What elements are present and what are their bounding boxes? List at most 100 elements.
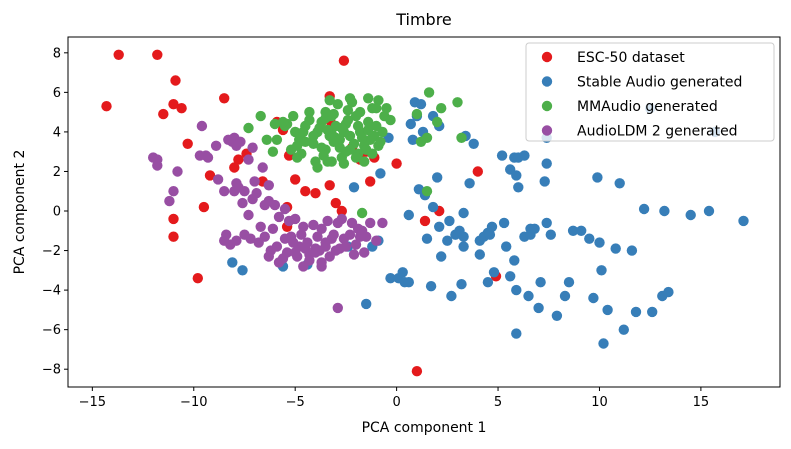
point-1-41 <box>458 207 469 219</box>
point-0-24 <box>300 186 311 197</box>
point-0-25 <box>310 188 321 199</box>
point-3-83 <box>255 221 266 232</box>
legend-marker-1 <box>541 76 553 87</box>
point-2-65 <box>298 126 309 138</box>
point-3-12 <box>219 186 230 197</box>
point-3-68 <box>271 241 283 252</box>
series-1 <box>227 97 749 349</box>
point-2-70 <box>277 116 289 128</box>
point-2-83 <box>385 114 396 126</box>
point-3-42 <box>316 223 327 234</box>
point-2-76 <box>267 146 279 157</box>
point-2-79 <box>344 93 356 104</box>
point-1-27 <box>427 201 439 213</box>
point-1-91 <box>614 178 625 189</box>
point-3-59 <box>377 217 388 229</box>
point-2-69 <box>340 146 352 157</box>
point-1-80 <box>563 277 575 288</box>
point-3-29 <box>269 199 281 211</box>
point-1-97 <box>659 205 670 217</box>
point-2-89 <box>432 116 443 128</box>
point-2-30 <box>363 93 374 104</box>
legend-marker-3 <box>541 125 553 136</box>
point-1-38 <box>456 279 467 290</box>
point-3-51 <box>344 229 356 240</box>
point-1-72 <box>533 302 544 314</box>
point-3-82 <box>273 257 285 268</box>
point-0-27 <box>330 197 341 209</box>
point-2-84 <box>381 103 392 114</box>
x-tick-label: −10 <box>180 395 207 410</box>
point-3-94 <box>302 237 313 248</box>
point-2-59 <box>328 136 339 147</box>
point-3-64 <box>245 233 256 244</box>
point-2-60 <box>350 152 362 163</box>
point-1-87 <box>596 265 607 276</box>
point-2-80 <box>363 124 374 136</box>
point-3-84 <box>247 193 258 205</box>
point-3-57 <box>365 217 376 229</box>
point-0-41 <box>472 166 483 177</box>
point-2-16 <box>332 99 343 110</box>
point-3-39 <box>308 219 319 231</box>
point-3-77 <box>320 237 331 248</box>
point-3-2 <box>152 154 163 165</box>
point-2-95 <box>326 156 337 167</box>
point-1-25 <box>421 233 433 244</box>
point-1-81 <box>567 225 579 236</box>
point-3-80 <box>316 261 327 272</box>
point-1-44 <box>468 138 479 149</box>
point-2-12 <box>324 95 335 106</box>
point-1-34 <box>444 215 455 227</box>
point-0-10 <box>192 273 203 284</box>
point-1-0 <box>227 257 238 268</box>
legend-label-3: AudioLDM 2 generated <box>577 124 738 140</box>
x-axis-label: PCA component 1 <box>362 420 487 436</box>
legend-box <box>525 42 775 142</box>
point-0-31 <box>338 55 350 66</box>
point-1-26 <box>425 281 437 292</box>
legend-label-2: MMAudio generated <box>577 99 718 115</box>
point-3-96 <box>237 197 248 209</box>
point-1-32 <box>442 235 453 246</box>
point-1-5 <box>348 182 360 193</box>
point-1-90 <box>610 243 621 254</box>
point-3-79 <box>332 302 343 314</box>
point-2-47 <box>359 156 370 167</box>
point-2-36 <box>377 126 388 138</box>
y-tick-label: 2 <box>53 165 61 180</box>
point-3-53 <box>350 239 362 250</box>
point-2-93 <box>421 186 433 197</box>
point-0-13 <box>204 170 216 181</box>
y-tick-label: 6 <box>53 86 61 101</box>
point-1-53 <box>496 150 508 161</box>
point-1-22 <box>415 99 427 110</box>
point-1-50 <box>484 229 496 240</box>
point-1-1 <box>237 265 248 276</box>
point-1-57 <box>505 271 516 282</box>
point-2-48 <box>342 114 354 126</box>
point-2-39 <box>300 136 311 147</box>
point-2-75 <box>261 134 272 145</box>
y-axis-ticks: −8 −6 −4 −2 0 2 4 6 8 <box>42 46 68 378</box>
point-3-88 <box>312 231 323 242</box>
point-2-88 <box>415 136 427 147</box>
point-1-95 <box>638 203 650 215</box>
point-3-93 <box>359 247 370 258</box>
y-tick-label: −8 <box>42 363 61 378</box>
point-3-21 <box>239 186 250 197</box>
point-3-92 <box>354 231 366 242</box>
point-0-15 <box>233 154 244 165</box>
y-tick-label: 4 <box>53 125 61 140</box>
point-3-31 <box>279 203 291 215</box>
y-axis-label: PCA component 2 <box>12 150 28 275</box>
x-tick-label: 15 <box>693 395 710 410</box>
point-2-86 <box>423 87 435 98</box>
series-2 <box>243 87 467 219</box>
x-tick-label: 5 <box>494 395 502 410</box>
point-0-9 <box>168 231 179 242</box>
point-1-101 <box>703 205 715 217</box>
point-2-42 <box>314 122 325 134</box>
point-1-61 <box>511 284 522 296</box>
